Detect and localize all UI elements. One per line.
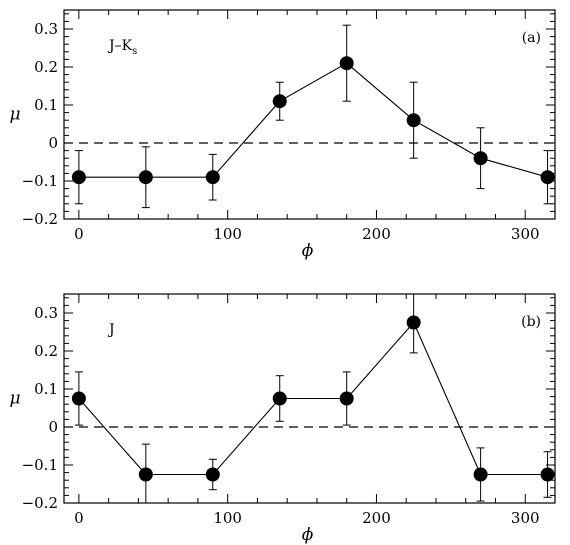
band-label-subscript: s <box>132 46 137 57</box>
x-axis-label: ϕ <box>302 525 314 545</box>
data-point <box>71 170 86 185</box>
y-tick-label: −0.1 <box>22 172 58 190</box>
data-point <box>473 467 488 482</box>
panel-a: 0 100 200 300 −0.2 −0.1 0 0.1 0.2 0.3 ϕ μ (a) J–Ks <box>9 9 556 261</box>
plot-frame <box>63 293 556 504</box>
y-tick-label: 0.3 <box>34 20 58 38</box>
data-point <box>540 467 555 482</box>
y-tick-label: 0.1 <box>34 96 58 114</box>
x-tick-label: 0 <box>74 509 84 527</box>
x-tick-label: 100 <box>213 225 242 243</box>
y-tick-label: 0.1 <box>34 380 58 398</box>
x-axis-label: ϕ <box>302 241 314 261</box>
x-tick-label: 200 <box>362 509 391 527</box>
series-line <box>78 321 548 476</box>
x-tick-label: 100 <box>213 509 242 527</box>
data-point <box>205 170 220 185</box>
y-axis-label: μ <box>9 105 20 125</box>
plot-frame <box>63 9 556 220</box>
x-tick-label: 300 <box>511 225 540 243</box>
y-tick-label: −0.2 <box>22 494 58 512</box>
y-tick-label: −0.2 <box>22 210 58 228</box>
data-point <box>138 467 153 482</box>
data-point <box>339 391 354 406</box>
y-tick-label: 0.3 <box>34 304 58 322</box>
data-point <box>272 391 287 406</box>
data-point <box>339 56 354 71</box>
data-point <box>406 315 421 330</box>
panel-tag: (a) <box>522 30 541 46</box>
band-label: J <box>107 322 115 338</box>
data-point <box>205 467 220 482</box>
y-tick-label: 0 <box>48 134 58 152</box>
panel-b: 0 100 200 300 −0.2 −0.1 0 0.1 0.2 0.3 ϕ μ (b) J <box>9 293 556 545</box>
y-tick-label: −0.1 <box>22 456 58 474</box>
data-point <box>272 94 287 109</box>
data-point <box>540 170 555 185</box>
band-label-main: J <box>107 322 115 338</box>
y-axis-label: μ <box>9 389 20 409</box>
band-label: J–Ks <box>107 38 137 57</box>
x-tick-label: 0 <box>74 225 84 243</box>
data-point <box>406 113 421 128</box>
series-line <box>78 62 548 178</box>
data-point <box>71 391 86 406</box>
data-point <box>138 170 153 185</box>
y-tick-label: 0.2 <box>34 58 58 76</box>
band-label-main: J–K <box>107 38 133 54</box>
panel-tag: (b) <box>521 314 541 330</box>
x-tick-label: 200 <box>362 225 391 243</box>
x-tick-label: 300 <box>511 509 540 527</box>
y-tick-label: 0 <box>48 418 58 436</box>
data-point <box>473 151 488 166</box>
y-tick-label: 0.2 <box>34 342 58 360</box>
